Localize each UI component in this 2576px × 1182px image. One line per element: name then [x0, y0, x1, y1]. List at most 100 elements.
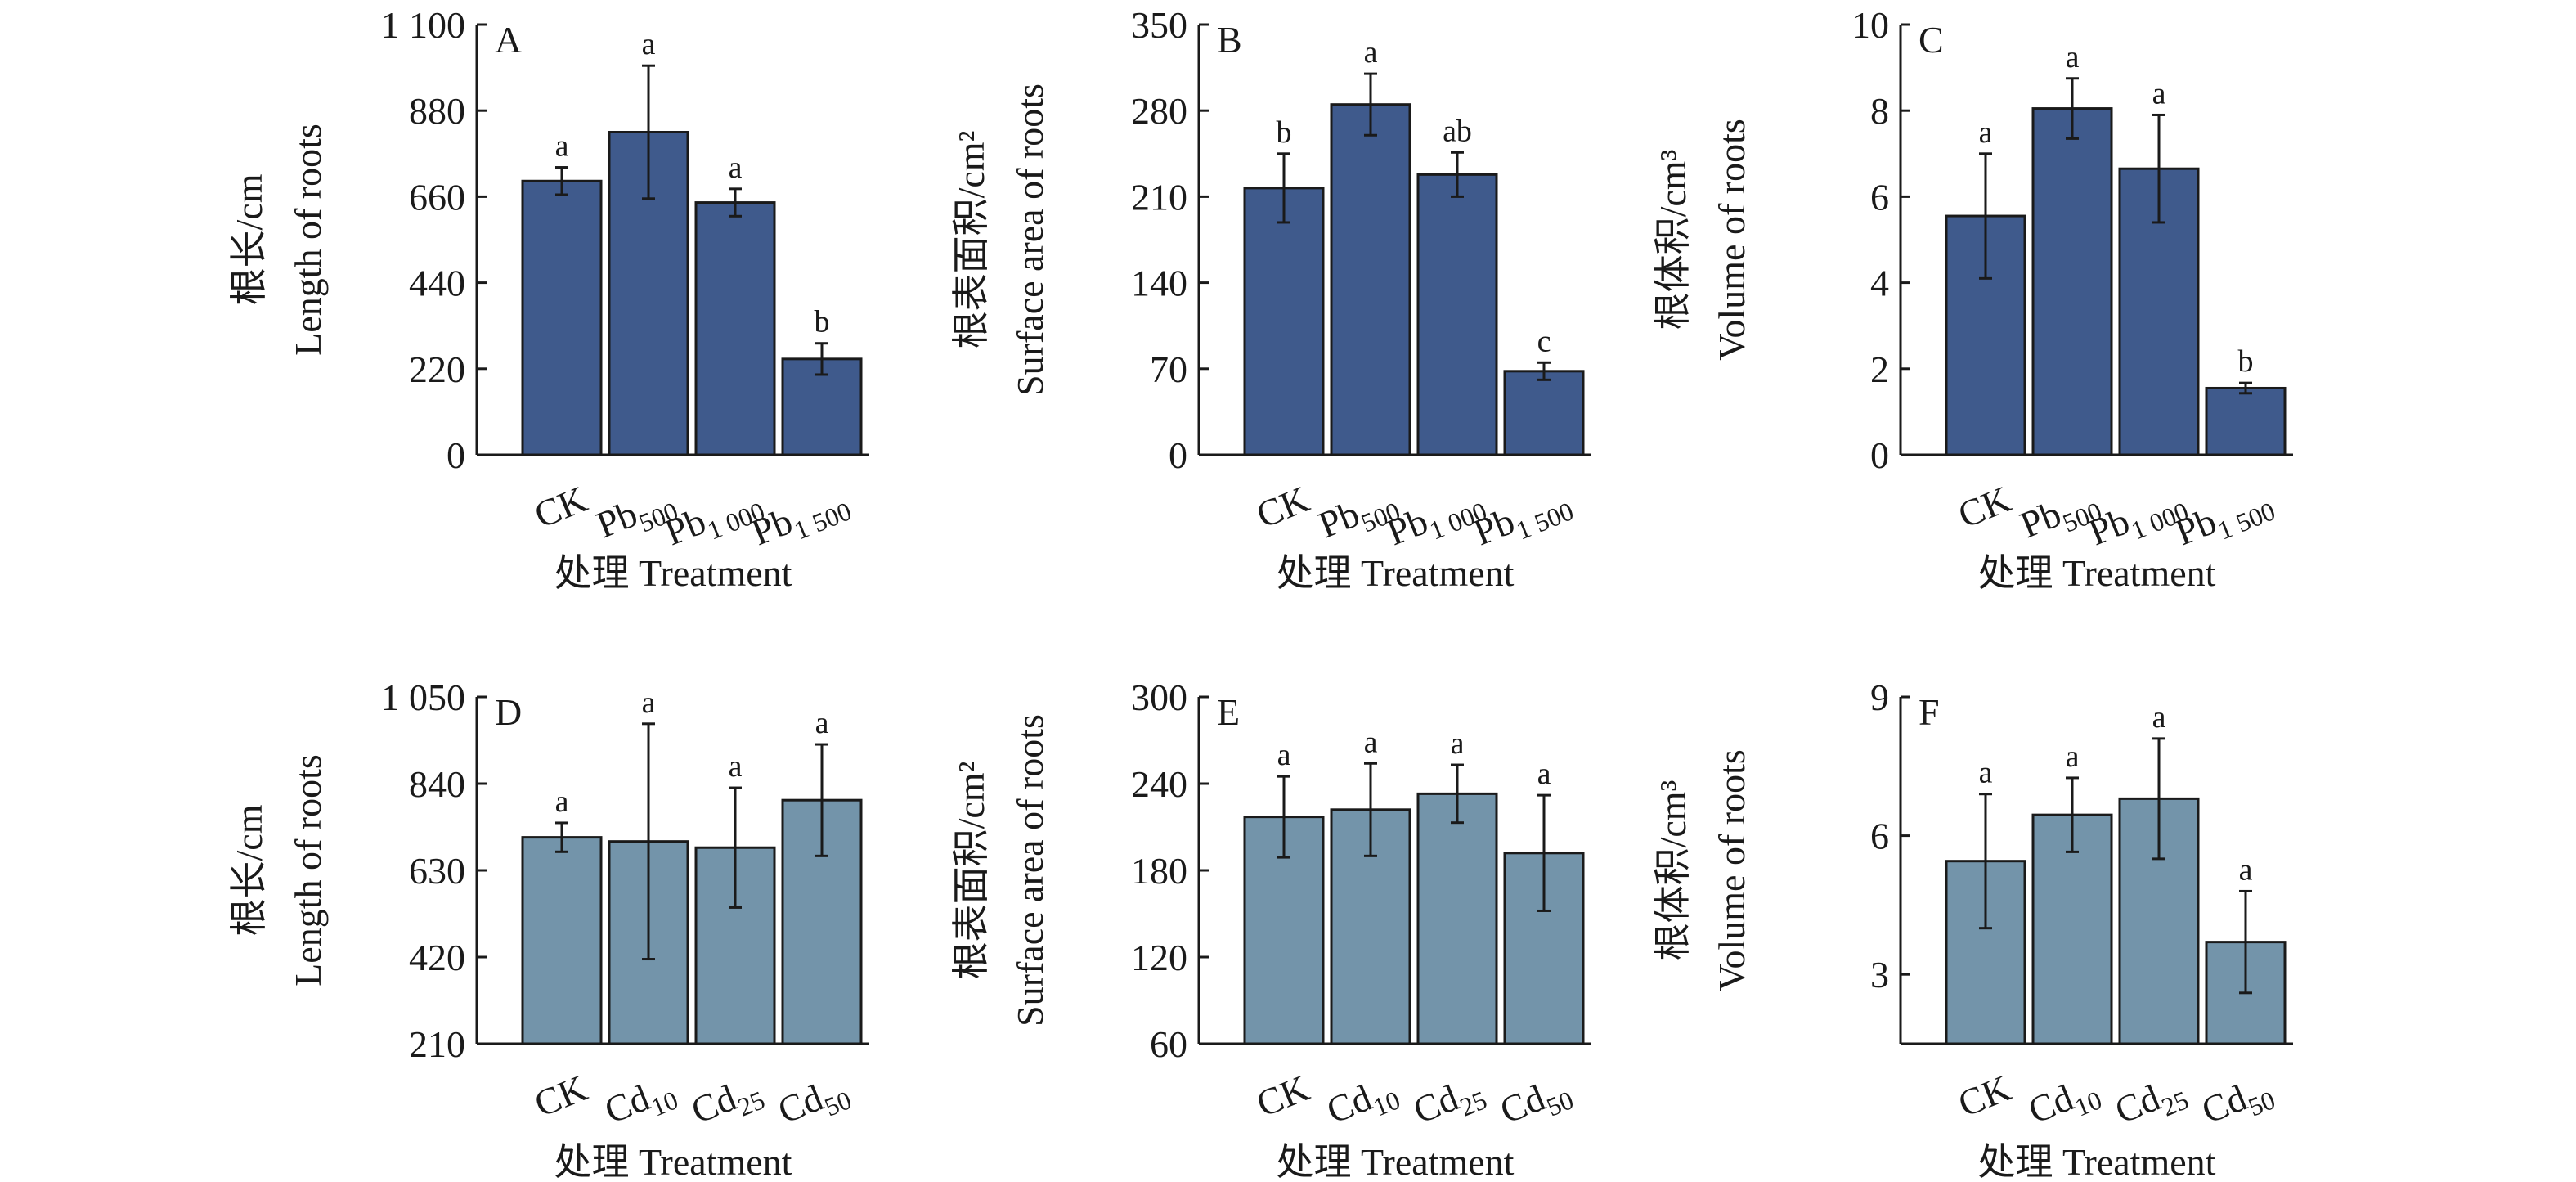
y-axis-label: Volume of roots [1711, 749, 1752, 991]
x-tick-label: CK [528, 478, 592, 536]
x-tick-label: CK [1250, 478, 1314, 536]
significance-letter: c [1537, 324, 1551, 358]
significance-letter: a [1979, 756, 1993, 790]
significance-letter: a [555, 129, 569, 164]
significance-letter: b [2238, 344, 2254, 379]
y-tick-label: 70 [1150, 348, 1187, 390]
y-axis-label: Volume of roots [1711, 119, 1752, 361]
y-axis-label: 根体积/cm³ [1652, 780, 1694, 961]
significance-letter: a [2066, 739, 2080, 774]
x-tick-label: Cd10 [599, 1067, 682, 1139]
panel: 210 420 630 840 1 050 D 根长/cm Length of roots 处理… [228, 676, 869, 1182]
x-tick-label: Pb1 500 [746, 478, 855, 560]
bar [1503, 370, 1585, 456]
y-tick-label: 210 [409, 1023, 465, 1065]
x-axis-label: 处理 Treatment [554, 1141, 792, 1182]
y-tick-label: 0 [1870, 434, 1889, 476]
x-tick-label: Cd10 [1321, 1067, 1404, 1139]
y-axis-label: Surface area of roots [1009, 714, 1051, 1027]
significance-letter: ab [1443, 114, 1472, 148]
y-axis-label: 根表面积/cm² [950, 131, 992, 349]
y-axis-label: Length of roots [287, 124, 329, 356]
y-tick-label: 3 [1870, 954, 1889, 995]
y-tick-label: 180 [1131, 850, 1187, 892]
y-axis-label: 根长/cm [228, 804, 270, 936]
y-tick-label: 240 [1131, 763, 1187, 805]
panel: 0 2 4 6 8 10 C 根体积/cm³ Volume of roots 处理 Treatme… [1652, 4, 2293, 594]
x-tick-label: Pb1 500 [2170, 478, 2279, 560]
panel: 3 6 9 F 根体积/cm³ Volume of roots 处理 Treatment a C… [1652, 676, 2293, 1182]
panel-label: B [1217, 19, 1242, 61]
y-tick-label: 1 100 [381, 4, 466, 46]
y-tick-label: 10 [1851, 4, 1889, 46]
significance-letter: a [1979, 115, 1993, 150]
y-axis-label: 根长/cm [228, 173, 270, 305]
significance-letter: a [2152, 76, 2166, 110]
significance-letter: a [815, 706, 829, 740]
x-tick-label: Cd25 [685, 1067, 769, 1139]
x-axis-label: 处理 Treatment [554, 552, 792, 594]
x-axis-label: 处理 Treatment [1978, 552, 2216, 594]
panel: 60 120 180 240 300 E 根表面积/cm² Surface area of r… [950, 676, 1591, 1182]
y-tick-label: 0 [1169, 434, 1187, 476]
y-tick-label: 880 [409, 90, 465, 132]
bar [2031, 107, 2113, 456]
y-tick-label: 6 [1870, 816, 1889, 857]
x-tick-label: Pb1 500 [1468, 478, 1577, 560]
significance-letter: a [729, 749, 743, 784]
x-tick-label: Cd50 [772, 1067, 855, 1139]
panel-label: E [1217, 691, 1240, 733]
panel-label: F [1919, 691, 1940, 733]
y-axis-label: Surface area of roots [1009, 83, 1051, 396]
significance-letter: a [1277, 738, 1291, 772]
significance-letter: a [2152, 700, 2166, 735]
y-tick-label: 2 [1870, 348, 1889, 390]
y-tick-label: 6 [1870, 176, 1889, 218]
bar [521, 179, 603, 456]
y-tick-label: 9 [1870, 676, 1889, 718]
panel: 0 220 440 660 880 1 100 A 根长/cm Length of roots 处… [228, 4, 869, 594]
x-axis-label: 处理 Treatment [1978, 1141, 2216, 1182]
significance-letter: a [1364, 725, 1378, 759]
y-tick-label: 0 [447, 434, 465, 476]
panel-label: A [495, 19, 522, 61]
bar [1416, 173, 1498, 456]
significance-letter: b [1277, 115, 1292, 150]
y-tick-label: 120 [1131, 937, 1187, 978]
significance-letter: a [1364, 35, 1378, 70]
y-tick-label: 280 [1131, 90, 1187, 132]
x-tick-label: CK [1250, 1067, 1314, 1125]
significance-letter: a [1537, 757, 1551, 791]
x-tick-label: Cd25 [1407, 1067, 1491, 1139]
panel-label: C [1919, 19, 1944, 61]
significance-letter: a [1451, 726, 1465, 761]
panel-label: D [495, 691, 522, 733]
bar [1243, 187, 1325, 456]
bar [694, 201, 776, 456]
y-tick-label: 1 050 [381, 676, 466, 718]
x-axis-label: 处理 Treatment [1277, 1141, 1515, 1182]
y-tick-label: 140 [1131, 263, 1187, 304]
bar [1416, 792, 1498, 1045]
x-tick-label: Cd50 [2196, 1067, 2279, 1139]
panel: 0 70 140 210 280 350 B 根表面积/cm² Surface area of … [950, 4, 1591, 594]
y-tick-label: 60 [1150, 1023, 1187, 1065]
y-axis-label: Length of roots [287, 754, 329, 986]
y-tick-label: 630 [409, 850, 465, 892]
y-tick-label: 440 [409, 263, 465, 304]
x-tick-label: Cd50 [1494, 1067, 1577, 1139]
y-axis-label: 根表面积/cm² [950, 762, 992, 980]
y-tick-label: 300 [1131, 676, 1187, 718]
y-tick-label: 8 [1870, 90, 1889, 132]
x-tick-label: Cd25 [2109, 1067, 2192, 1139]
y-axis-label: 根体积/cm³ [1652, 150, 1694, 330]
x-tick-label: CK [1952, 1067, 2016, 1125]
y-tick-label: 4 [1870, 263, 1889, 304]
x-axis-label: 处理 Treatment [1277, 552, 1515, 594]
y-tick-label: 220 [409, 348, 465, 390]
significance-letter: a [642, 685, 656, 720]
bar [2205, 386, 2287, 456]
significance-letter: a [729, 151, 743, 185]
significance-letter: a [2066, 40, 2080, 74]
